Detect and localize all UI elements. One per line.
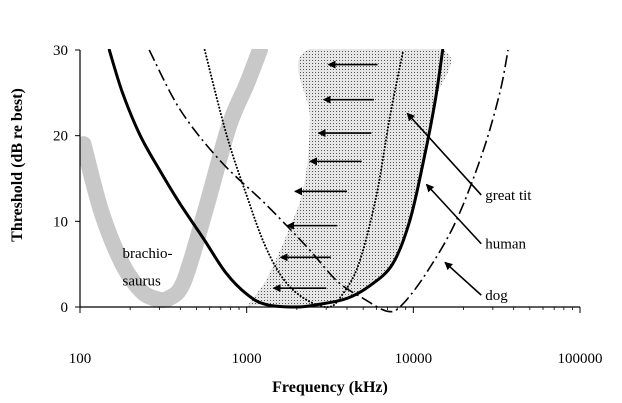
x-tick-label-10000: 10000 (395, 351, 433, 367)
pointer-arrow-human (425, 183, 482, 245)
series-line-dog (148, 49, 509, 313)
y-tick-label-0: 0 (61, 300, 69, 316)
series-line-brachio-saurus (80, 49, 268, 309)
annotation-great-tit: great tit (485, 188, 532, 204)
y-axis-title: Threshold (dB re best) (9, 88, 26, 242)
axes: 100 1000 10000 100000 0 10 20 30 (53, 43, 603, 367)
shaded-region (246, 49, 451, 307)
plot-area (80, 49, 509, 313)
annotations: brachio-saurus great tit human dog (123, 112, 532, 304)
x-axis-title: Frequency (kHz) (272, 379, 388, 396)
y-tick-label-20: 20 (53, 129, 68, 145)
pointer-arrow-dog (444, 261, 482, 296)
annotation-dog: dog (485, 288, 508, 304)
annotation-brachio: brachio- (123, 246, 173, 262)
x-tick-label-100: 100 (69, 351, 92, 367)
y-tick-label-30: 30 (53, 43, 68, 59)
annotation-saurus: saurus (123, 274, 161, 290)
x-tick-label-100000: 100000 (558, 351, 603, 367)
y-tick-label-10: 10 (53, 214, 68, 230)
x-tick-label-1000: 1000 (232, 351, 262, 367)
pointer-arrow-great-tit (406, 112, 482, 196)
annotation-human: human (485, 237, 526, 253)
